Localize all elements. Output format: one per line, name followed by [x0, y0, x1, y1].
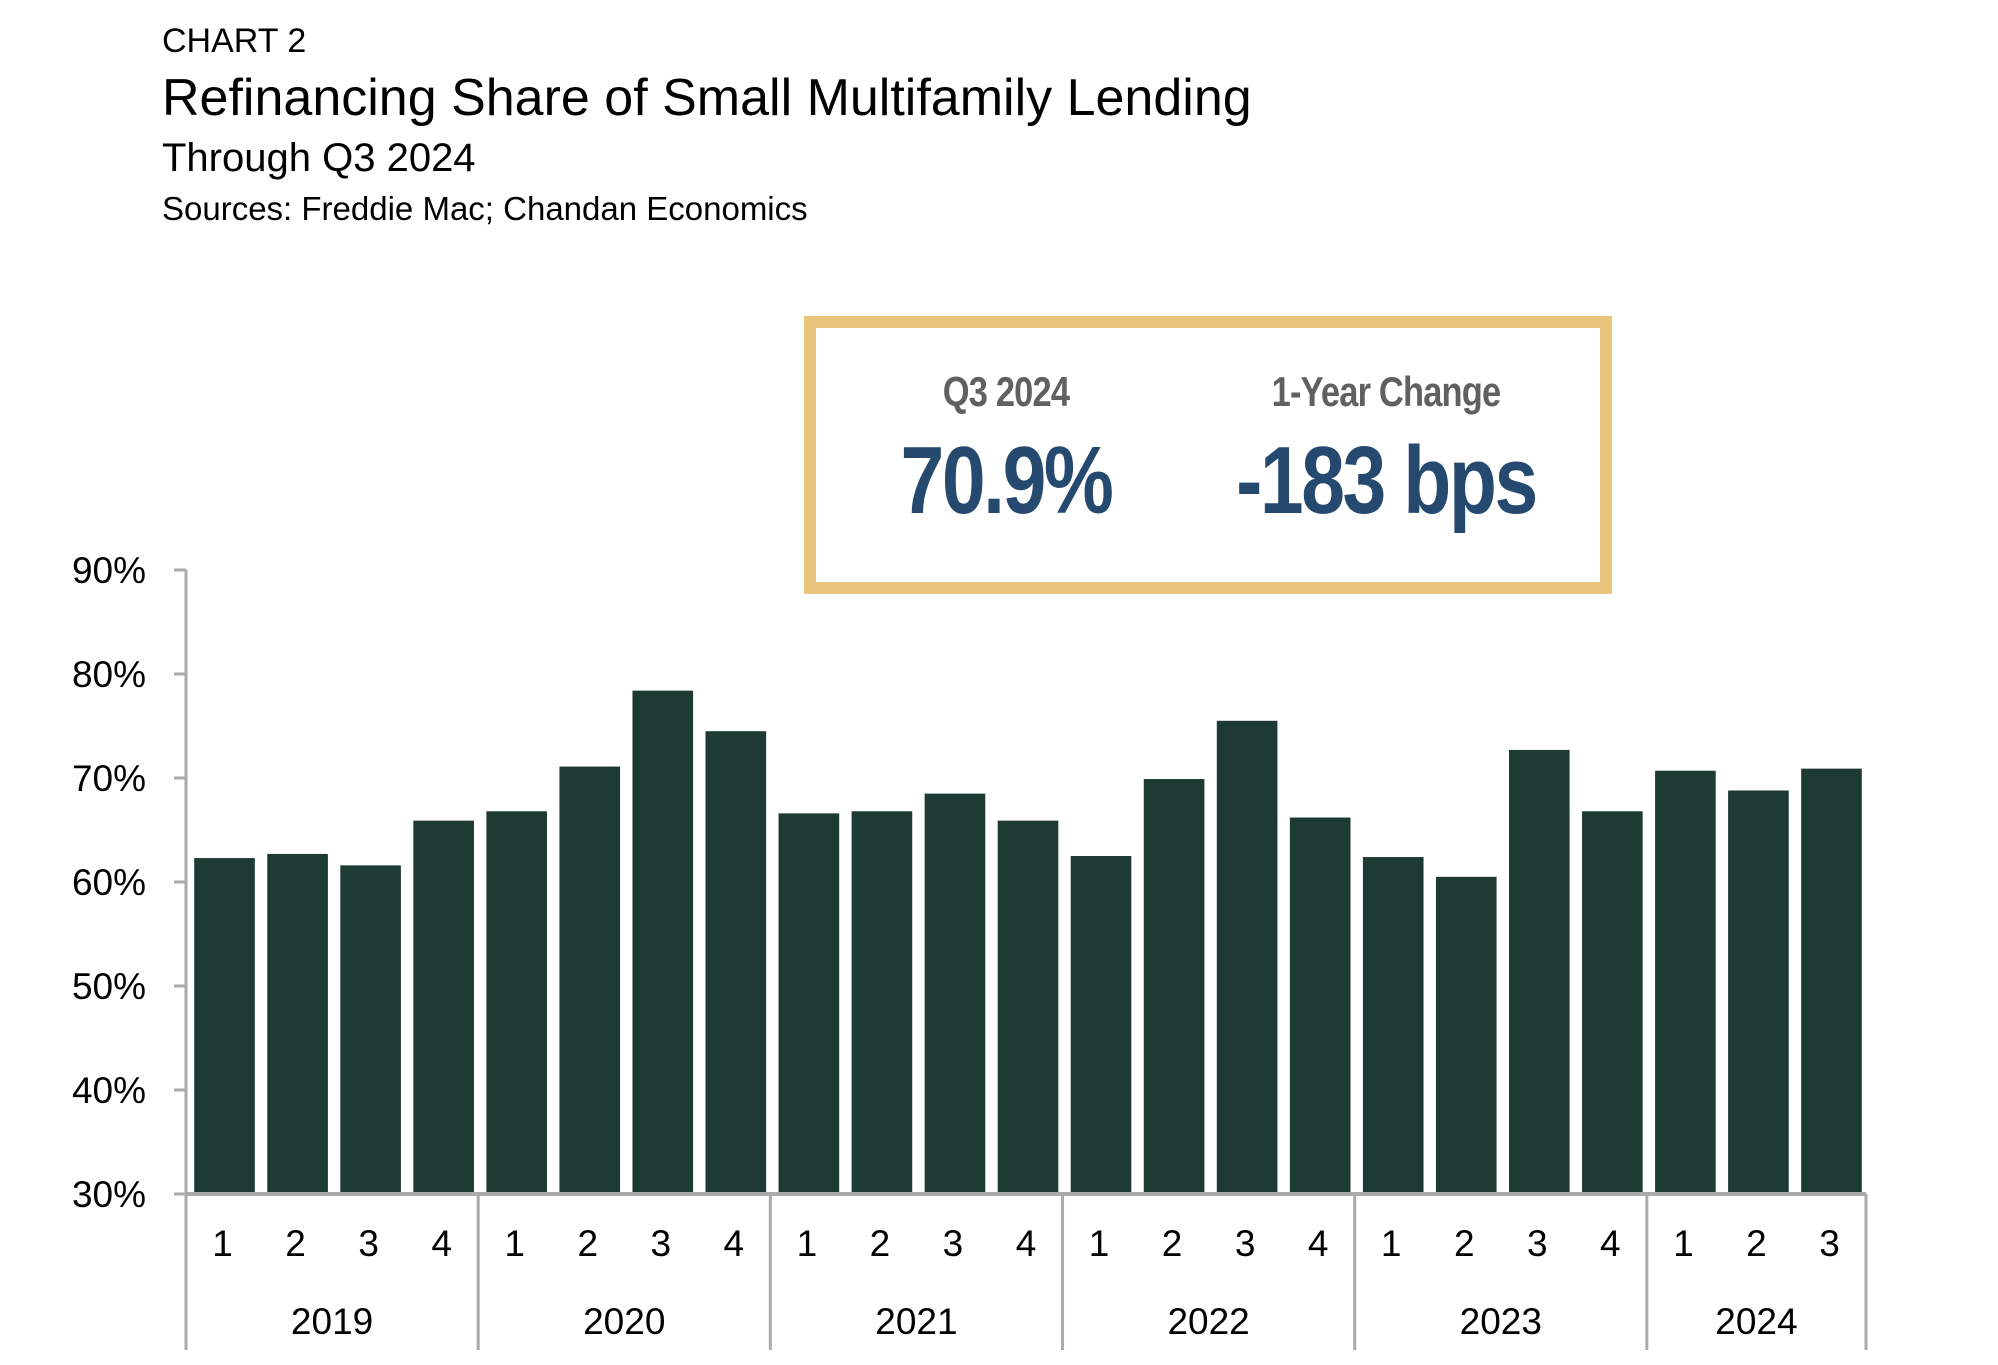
- quarter-label: 3: [943, 1223, 964, 1264]
- bar-2020-q1: [486, 811, 548, 1194]
- bar-2024-q3: [1801, 768, 1862, 1194]
- bar-2023-q2: [1435, 876, 1497, 1194]
- bar-2023-q1: [1362, 857, 1424, 1194]
- bar-2022-q4: [1289, 817, 1351, 1194]
- quarter-label: 1: [1381, 1223, 1402, 1264]
- quarter-label: 4: [1600, 1223, 1621, 1264]
- bar-2024-q1: [1655, 770, 1716, 1194]
- bar-2020-q2: [559, 766, 621, 1194]
- quarter-label: 2: [870, 1223, 891, 1264]
- bar-2021-q3: [924, 793, 986, 1194]
- year-label: 2020: [583, 1301, 665, 1342]
- bar-2019-q4: [413, 820, 474, 1194]
- quarter-label: 4: [431, 1223, 452, 1264]
- quarter-label: 4: [724, 1223, 745, 1264]
- quarter-label: 3: [358, 1223, 379, 1264]
- bar-2022-q1: [1070, 856, 1132, 1194]
- quarter-label: 1: [1673, 1223, 1694, 1264]
- quarter-label: 2: [285, 1223, 306, 1264]
- chart-subtitle: Through Q3 2024: [162, 136, 476, 180]
- kpi-change: 1-Year Change -183 bps: [1196, 368, 1576, 536]
- quarter-label: 4: [1308, 1223, 1329, 1264]
- chart-title: Refinancing Share of Small Multifamily L…: [162, 69, 1252, 127]
- kpi-current: Q3 2024 70.9%: [856, 368, 1156, 536]
- quarter-label: 2: [1454, 1223, 1475, 1264]
- y-tick-label: 70%: [72, 758, 146, 799]
- bar-2021-q1: [778, 813, 840, 1194]
- y-tick-label: 50%: [72, 966, 146, 1007]
- year-label: 2022: [1167, 1301, 1249, 1342]
- y-tick-label: 30%: [72, 1174, 146, 1215]
- quarter-label: 4: [1016, 1223, 1037, 1264]
- quarter-label: 3: [1235, 1223, 1256, 1264]
- bar-2020-q4: [705, 731, 767, 1194]
- bar-2019-q1: [194, 858, 255, 1194]
- bar-2024-q2: [1728, 790, 1789, 1194]
- chart-label: CHART 2: [162, 22, 307, 60]
- bar-2021-q2: [851, 811, 913, 1194]
- bar-2022-q2: [1143, 779, 1205, 1194]
- bar-2019-q2: [267, 853, 328, 1194]
- quarter-label: 2: [577, 1223, 598, 1264]
- y-tick-label: 60%: [72, 862, 146, 903]
- quarter-label: 3: [650, 1223, 671, 1264]
- quarter-label: 2: [1746, 1223, 1767, 1264]
- y-tick-label: 90%: [72, 550, 146, 591]
- y-tick-label: 40%: [72, 1070, 146, 1111]
- bar-2021-q4: [997, 820, 1059, 1194]
- chart-sources: Sources: Freddie Mac; Chandan Economics: [162, 190, 808, 227]
- year-label: 2023: [1460, 1301, 1542, 1342]
- y-tick-label: 80%: [72, 654, 146, 695]
- bar-2023-q4: [1582, 811, 1643, 1194]
- quarter-label: 1: [1089, 1223, 1110, 1264]
- year-label: 2024: [1715, 1301, 1797, 1342]
- quarter-label: 2: [1162, 1223, 1183, 1264]
- year-label: 2019: [291, 1301, 373, 1342]
- kpi-current-value: 70.9%: [900, 427, 1114, 534]
- bar-2022-q3: [1216, 720, 1278, 1194]
- kpi-current-label: Q3 2024: [942, 368, 1070, 415]
- quarter-label: 1: [797, 1223, 818, 1264]
- bar-2019-q3: [340, 865, 401, 1194]
- quarter-label: 3: [1527, 1223, 1548, 1264]
- kpi-box: Q3 2024 70.9% 1-Year Change -183 bps: [804, 316, 1612, 594]
- year-label: 2021: [875, 1301, 957, 1342]
- quarter-label: 1: [212, 1223, 233, 1264]
- quarter-label: 3: [1819, 1223, 1840, 1264]
- kpi-change-label: 1-Year Change: [1271, 368, 1501, 415]
- bar-2023-q3: [1508, 749, 1570, 1194]
- quarter-label: 1: [504, 1223, 525, 1264]
- bar-2020-q3: [632, 690, 694, 1194]
- kpi-change-value: -183 bps: [1236, 427, 1538, 534]
